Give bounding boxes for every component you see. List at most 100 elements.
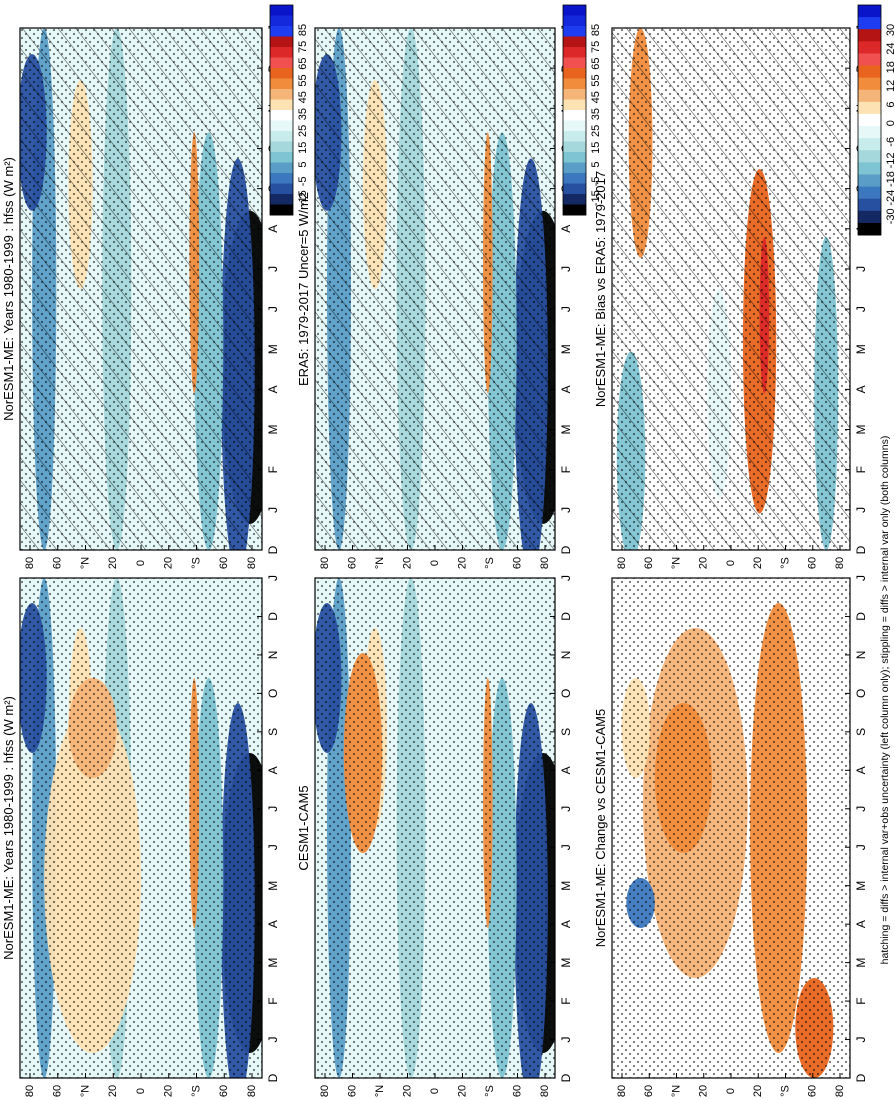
chart-panel: DJFMAMJJASONDJ8060°N20020°S6080NorESM1-M… — [593, 4, 895, 569]
colorbar-swatch — [858, 150, 881, 163]
month-tick-label: A — [266, 385, 280, 393]
hatching-overlay — [315, 28, 555, 550]
lat-tick-label: 20 — [163, 1085, 175, 1097]
month-tick-label: J — [559, 844, 573, 850]
colorbar-swatch — [270, 68, 293, 79]
month-tick-label: J — [854, 806, 868, 812]
colorbar-swatch — [270, 141, 293, 153]
month-tick-label: S — [559, 728, 573, 736]
colorbar-swatch — [563, 183, 586, 195]
lat-tick-label: °S — [190, 557, 202, 569]
colorbar-label: 35 — [590, 108, 602, 120]
month-tick-label: M — [266, 344, 280, 354]
month-tick-label: F — [854, 997, 868, 1004]
month-tick-label: A — [266, 920, 280, 928]
lat-tick-label: °S — [779, 1085, 791, 1097]
lat-tick-label: 60 — [511, 557, 523, 569]
colorbar-swatch — [270, 204, 293, 216]
month-tick-label: J — [854, 844, 868, 850]
month-tick-label: M — [559, 425, 573, 435]
colorbar-swatch — [563, 5, 586, 16]
colorbar-label: 15 — [297, 142, 309, 154]
lat-tick-label: °N — [374, 1085, 386, 1097]
hatching-overlay — [20, 28, 262, 550]
colorbar-swatch — [270, 110, 293, 121]
lat-tick-label: 20 — [698, 557, 710, 569]
colorbar-label: 6 — [885, 101, 895, 107]
chart-panel: D J F M A M J J A S O N D J 80 60 °N 20 0 20 °S 60 80 CESM1-CAM… — [296, 575, 573, 1097]
lat-tick-label: °S — [484, 557, 496, 569]
colorbar-swatch — [563, 204, 586, 216]
month-tick-label: D — [854, 1073, 868, 1082]
chart-panel: DJFMAMJJASONDJ8060°N20020°S6080NorESM1-M… — [1, 4, 309, 569]
month-tick-label: J — [266, 575, 280, 581]
colorbar-swatch — [270, 26, 293, 37]
month-tick-label: A — [559, 766, 573, 774]
colorbar-label: -6 — [885, 137, 895, 147]
month-tick-label: F — [854, 466, 868, 473]
colorbar-swatch — [270, 89, 293, 100]
lat-tick-label: 60 — [52, 557, 64, 569]
lat-tick-label: 80 — [24, 1085, 36, 1097]
colorbar-label: 85 — [297, 24, 309, 36]
colorbar-swatch — [563, 110, 586, 121]
month-tick-label: D — [854, 612, 868, 621]
colorbar-swatch — [858, 210, 881, 224]
colorbar-label: -12 — [885, 153, 895, 169]
lat-tick-label: 80 — [319, 1085, 331, 1097]
month-tick-label: J — [266, 306, 280, 312]
lat-tick-label: 20 — [401, 557, 413, 569]
month-tick-label: O — [559, 689, 573, 698]
month-tick-label: D — [559, 612, 573, 621]
colorbar-swatch — [270, 173, 293, 184]
colorbar-swatch — [563, 26, 586, 37]
colorbar-label: -24 — [885, 190, 895, 206]
month-tick-label: J — [266, 844, 280, 850]
month-tick-label: J — [266, 266, 280, 272]
colorbar-swatch — [270, 99, 293, 111]
colorbar-label: 18 — [885, 61, 895, 73]
lat-tick-label: 20 — [163, 557, 175, 569]
month-tick-label: A — [854, 766, 868, 774]
month-tick-label: S — [266, 728, 280, 736]
colorbar-label: -30 — [885, 208, 895, 224]
colorbar-swatch — [858, 89, 881, 103]
footer-note: hatching = diffs > internal var+obs unce… — [879, 436, 891, 965]
colorbar-label: 75 — [590, 41, 602, 53]
colorbar-label: 45 — [297, 91, 309, 103]
lat-tick-label: 60 — [346, 1085, 358, 1097]
month-tick-label: J — [854, 266, 868, 272]
colorbar-swatch — [858, 222, 881, 236]
month-tick-label: S — [854, 728, 868, 736]
colorbar-label: -15 — [590, 190, 602, 206]
lat-tick-label: 60 — [807, 557, 819, 569]
month-tick-label: F — [559, 997, 573, 1004]
panel-title: CESM1-CAM5 — [296, 785, 311, 870]
month-tick-label: O — [266, 689, 280, 698]
month-tick-label: D — [266, 1073, 280, 1082]
lat-tick-label: 20 — [456, 1085, 468, 1097]
lat-tick-label: 20 — [698, 1085, 710, 1097]
lat-tick-label: 60 — [807, 1085, 819, 1097]
colorbar-swatch — [858, 126, 881, 139]
colorbar-swatch — [563, 57, 586, 69]
colorbar-swatch — [563, 173, 586, 184]
colorbar-label: 65 — [590, 58, 602, 70]
lat-tick-label: 80 — [319, 557, 331, 569]
lat-tick-label: 0 — [725, 1088, 737, 1094]
month-tick-label: D — [266, 612, 280, 621]
month-tick-label: M — [266, 881, 280, 891]
month-tick-label: J — [559, 575, 573, 581]
colorbar-label: 55 — [297, 74, 309, 86]
colorbar-label: 35 — [297, 108, 309, 120]
month-tick-label: O — [854, 689, 868, 698]
month-tick-label: N — [559, 651, 573, 660]
month-tick-label: A — [266, 225, 280, 233]
month-tick-label: M — [854, 881, 868, 891]
colorbar-swatch — [563, 36, 586, 48]
colorbar-label: 15 — [590, 142, 602, 154]
month-tick-label: A — [559, 920, 573, 928]
colorbar-swatch — [563, 89, 586, 100]
colorbar-frame — [269, 4, 294, 216]
